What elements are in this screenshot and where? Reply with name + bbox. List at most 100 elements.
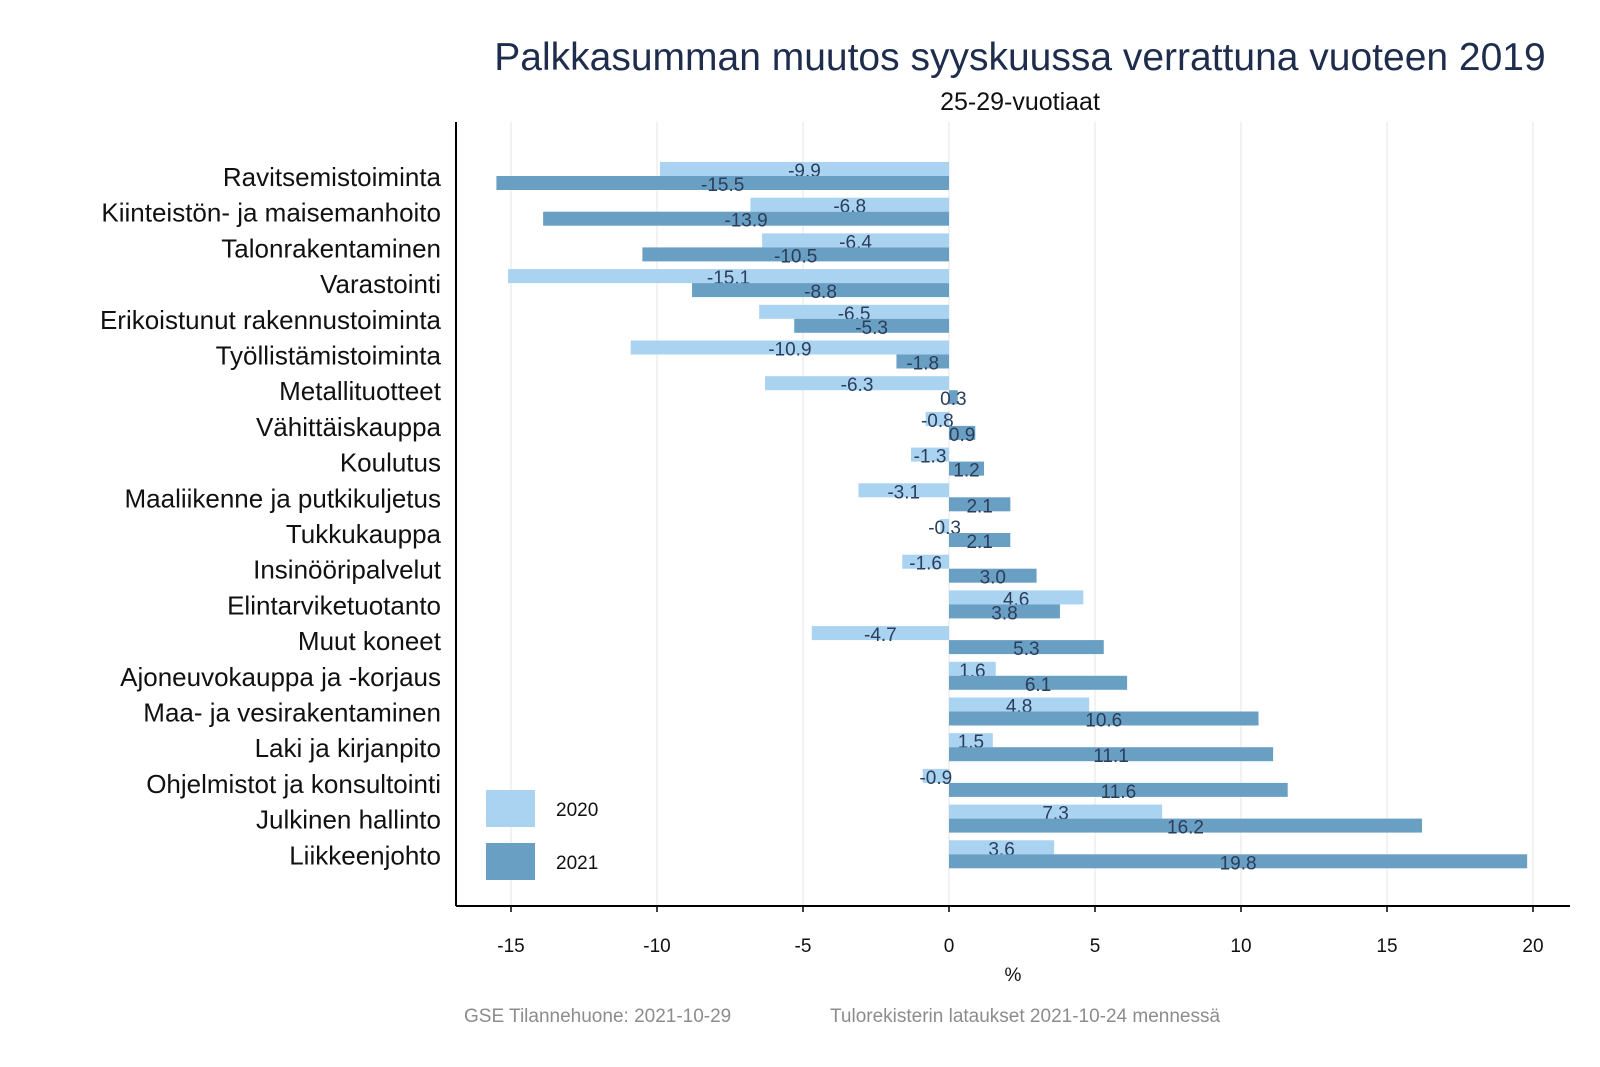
category-label: Laki ja kirjanpito [255,733,441,763]
bar-2020 [750,197,949,212]
bar-value-label-2021: -8.8 [804,282,837,303]
x-tick-label: 20 [1522,936,1543,957]
category-label: Liikkeenjohto [289,840,441,870]
bar-2021 [949,604,1060,619]
footer-note: Tulorekisterin lataukset 2021-10-24 menn… [830,1006,1221,1027]
bar-value-label-2020: -10.9 [768,340,811,361]
category-label: Koulutus [340,448,441,478]
bar-2020 [925,411,949,426]
bar-2021 [949,533,1011,547]
bar-2021 [949,390,958,405]
bar-2020 [762,233,949,248]
legend-swatch-2021 [486,843,535,880]
legend-label-2020: 2020 [556,800,598,821]
bar-2020 [949,804,1163,819]
bar-value-label-2020: -6.3 [841,375,874,396]
category-label: Varastointi [320,269,441,299]
bar-2021 [896,354,949,369]
bar-2020 [949,590,1084,605]
category-label: Julkinen hallinto [256,805,441,835]
bar-value-label-2021: 19.8 [1220,853,1257,874]
bar-2021 [949,747,1274,762]
x-tick-label: -5 [795,936,812,957]
bar-value-label-2020: -3.1 [887,482,920,503]
category-label: Maa- ja vesirakentaminen [143,698,441,728]
bar-value-label-2021: 10.6 [1085,711,1122,732]
bar-2020 [759,304,949,319]
bar-2020 [765,376,949,391]
bar-value-label-2021: -1.8 [906,354,939,375]
bar-value-label-2021: 0.9 [949,425,975,446]
category-label: Insinööripalvelut [253,555,442,585]
category-label: Maaliikenne ja putkikuljetus [124,483,441,513]
bar-2020 [940,519,949,533]
bar-2020 [858,483,949,498]
bar-2021 [949,782,1288,797]
bar-value-label-2021: 2.1 [966,496,992,517]
legend-label-2021: 2021 [556,853,598,874]
bar-value-label-2021: 5.3 [1013,639,1039,660]
bar-2020 [949,661,996,676]
bar-2020 [949,733,993,748]
bar-value-label-2021: -5.3 [855,318,888,339]
bar-2021 [949,461,985,476]
category-label: Ohjelmistot ja konsultointi [146,769,441,799]
category-label: Elintarviketuotanto [227,590,441,620]
x-tick-label: 5 [1090,936,1101,957]
chart-subtitle: 25-29-vuotiaat [940,88,1100,116]
bar-2020 [508,269,949,284]
legend-swatch-2020 [486,790,535,827]
bar-2020 [949,697,1090,712]
category-label: Ravitsemistoiminta [223,162,442,192]
bar-2021 [949,818,1423,833]
bar-value-label-2021: -15.5 [701,175,744,196]
bar-value-label-2021: 1.2 [953,461,979,482]
bar-value-label-2020: -0.8 [921,411,954,432]
bar-value-label-2021: 3.0 [980,568,1006,589]
bar-value-label-2020: -1.6 [909,554,942,575]
bar-value-label-2021: 0.3 [940,389,966,410]
x-tick-label: -10 [643,936,670,957]
bar-value-label-2021: -13.9 [724,211,767,232]
x-axis-title: % [1005,965,1022,986]
bar-2021 [949,425,976,440]
bar-2020 [922,768,949,783]
category-label: Työllistämistoiminta [216,341,442,371]
bar-2021 [794,318,949,333]
x-tick-label: -15 [497,936,524,957]
bar-value-label-2020: -4.7 [864,625,897,646]
bar-value-label-2021: 3.8 [991,603,1017,624]
bar-value-label-2021: 16.2 [1167,818,1204,839]
bar-value-label-2021: 6.1 [1025,675,1051,696]
x-tick-label: 0 [944,936,955,957]
bar-value-label-2021: 11.6 [1101,782,1137,803]
bar-2021 [949,568,1037,583]
bar-2020 [630,340,949,355]
bar-value-label-2020: -1.3 [914,447,947,468]
bar-2020 [902,554,949,569]
bar-2021 [543,211,949,226]
category-label: Talonrakentaminen [221,233,441,263]
category-label: Kiinteistön- ja maisemanhoito [101,198,441,228]
bar-2020 [811,626,949,641]
x-tick-label: 15 [1376,936,1397,957]
x-tick-label: 10 [1230,936,1251,957]
bar-2021 [949,711,1259,726]
bar-2021 [949,675,1128,690]
category-label: Tukkukauppa [286,519,442,549]
bar-value-label-2021: 2.1 [966,532,992,553]
bar-value-label-2020: -0.9 [919,768,952,789]
chart-title: Palkkasumman muutos syyskuussa verrattun… [494,36,1546,79]
category-label: Erikoistunut rakennustoiminta [100,305,442,335]
bar-2020 [911,447,949,462]
bar-2021 [642,247,949,262]
footer-source: GSE Tilannehuone: 2021-10-29 [464,1006,732,1027]
category-label: Metallituotteet [279,376,442,406]
bar-2021 [692,283,949,298]
bar-value-label-2021: 11.1 [1093,746,1129,767]
bar-2021 [949,854,1528,869]
bar-value-label-2021: -10.5 [774,246,817,267]
bar-2021 [496,176,949,190]
bar-2021 [949,640,1104,655]
